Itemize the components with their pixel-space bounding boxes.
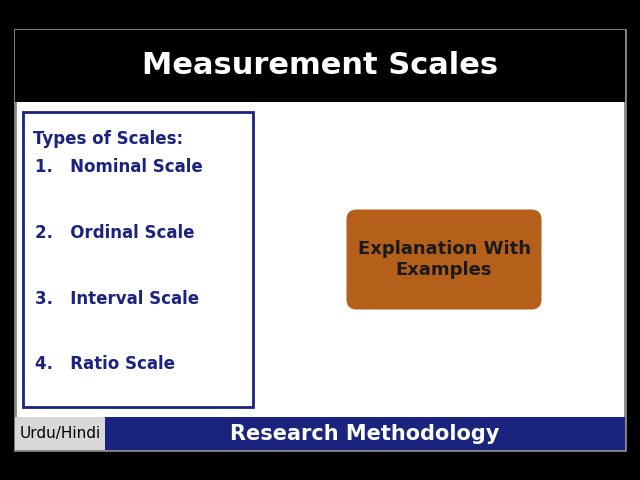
Text: 2.   Ordinal Scale: 2. Ordinal Scale [35,224,195,242]
Text: Research Methodology: Research Methodology [230,423,500,444]
FancyBboxPatch shape [15,417,105,450]
FancyBboxPatch shape [105,417,625,450]
FancyBboxPatch shape [23,112,253,407]
Text: Explanation With
Examples: Explanation With Examples [358,240,531,279]
Text: Types of Scales:: Types of Scales: [33,130,183,148]
FancyBboxPatch shape [15,30,625,450]
Text: 3.   Interval Scale: 3. Interval Scale [35,289,199,308]
Text: Urdu/Hindi: Urdu/Hindi [19,426,100,441]
Text: 1.   Nominal Scale: 1. Nominal Scale [35,158,203,176]
Text: Measurement Scales: Measurement Scales [142,51,498,81]
FancyBboxPatch shape [346,209,541,310]
FancyBboxPatch shape [15,30,625,102]
Text: 4.   Ratio Scale: 4. Ratio Scale [35,355,175,373]
